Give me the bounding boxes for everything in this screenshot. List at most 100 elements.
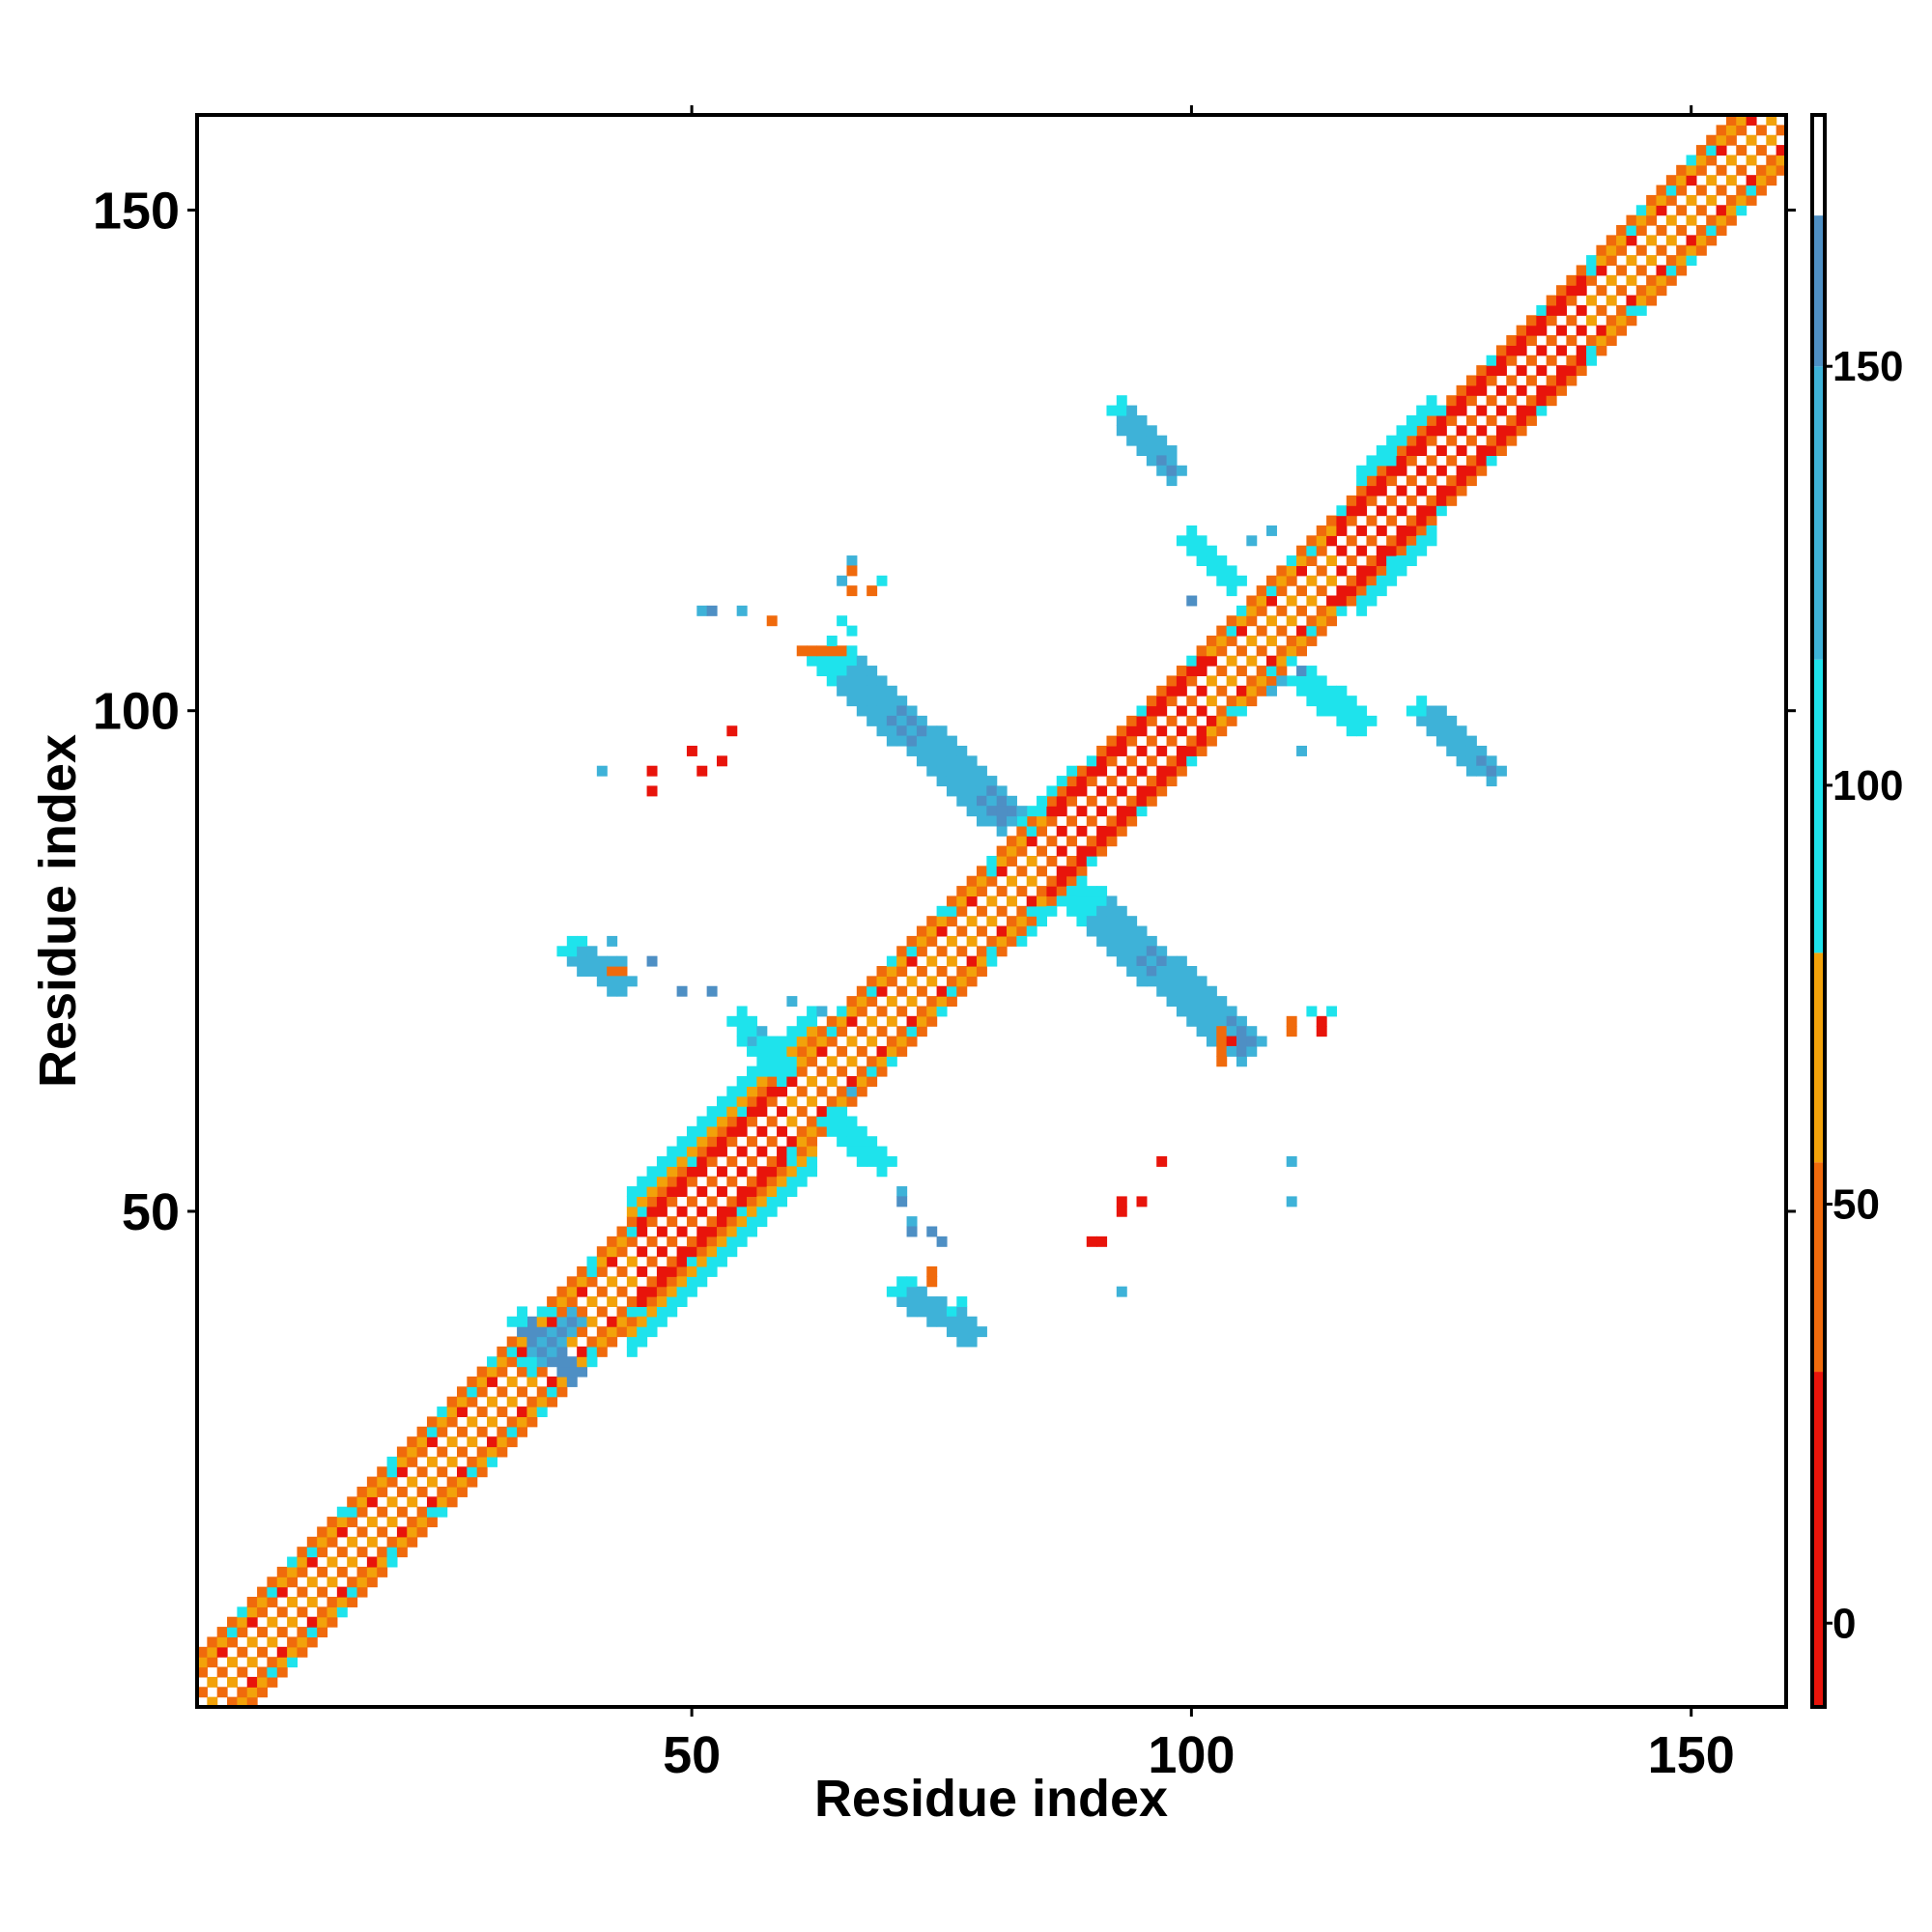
- heatmap-cell: [416, 1446, 428, 1458]
- heatmap-cell: [356, 1496, 368, 1508]
- heatmap-cell: [696, 1146, 708, 1157]
- heatmap-cell: [327, 1577, 338, 1588]
- heatmap-cell: [1686, 255, 1697, 267]
- heatmap-cell: [1326, 535, 1338, 547]
- heatmap-cell: [586, 1356, 598, 1368]
- heatmap-cell: [1356, 575, 1368, 586]
- heatmap-cell: [1386, 455, 1398, 467]
- heatmap-cell: [1206, 545, 1217, 556]
- heatmap-cell: [956, 985, 968, 997]
- heatmap-cell: [637, 1326, 648, 1338]
- heatmap-cell: [1116, 806, 1127, 817]
- heatmap-cell: [536, 1336, 548, 1348]
- heatmap-cell: [1096, 845, 1108, 857]
- heatmap-cell: [1266, 575, 1277, 586]
- heatmap-cell: [1676, 255, 1688, 267]
- heatmap-cell: [297, 1547, 308, 1558]
- heatmap-cell: [407, 1517, 418, 1528]
- heatmap-cell: [1656, 244, 1667, 256]
- heatmap-cell: [547, 1356, 558, 1368]
- heatmap-cell: [1356, 725, 1368, 737]
- heatmap-cell: [287, 1556, 298, 1568]
- heatmap-cell: [1416, 715, 1428, 726]
- heatmap-cell: [1416, 535, 1428, 547]
- heatmap-cell: [766, 1036, 778, 1047]
- heatmap-cell: [986, 785, 998, 797]
- heatmap-cell: [456, 1406, 468, 1418]
- heatmap-cell: [676, 1155, 688, 1167]
- heatmap-cell: [786, 1146, 798, 1157]
- heatmap-cell: [1376, 475, 1387, 487]
- heatmap-cell: [446, 1456, 458, 1467]
- heatmap-cell: [1096, 755, 1108, 767]
- heatmap-cell: [276, 1627, 288, 1638]
- heatmap-cell: [1086, 765, 1097, 777]
- heatmap-cell: [1706, 145, 1718, 156]
- heatmap-cell: [246, 1696, 258, 1708]
- heatmap-cell: [416, 1436, 428, 1448]
- heatmap-cell: [1286, 615, 1297, 627]
- heatmap-cell: [276, 1646, 288, 1658]
- heatmap-cell: [1136, 705, 1148, 717]
- heatmap-cell: [1586, 255, 1598, 267]
- heatmap-cell: [456, 1446, 468, 1458]
- heatmap-cell: [896, 955, 908, 967]
- heatmap-cell: [1456, 425, 1467, 437]
- heatmap-cell: [1316, 685, 1327, 696]
- heatmap-cell: [876, 1045, 888, 1057]
- heatmap-cell: [377, 1476, 388, 1488]
- heatmap-cell: [686, 745, 697, 756]
- heatmap-cell: [756, 1086, 768, 1097]
- heatmap-cell: [646, 1166, 658, 1178]
- heatmap-cell: [796, 1125, 808, 1137]
- heatmap-cell: [1546, 304, 1557, 316]
- heatmap-cell: [1186, 675, 1198, 687]
- heatmap-cell: [1446, 475, 1458, 487]
- heatmap-cell: [1206, 1006, 1217, 1017]
- heatmap-cell: [777, 1186, 788, 1197]
- heatmap-cell: [706, 1265, 718, 1277]
- heatmap-cell: [1176, 675, 1187, 687]
- heatmap-cell: [1037, 905, 1048, 917]
- heatmap-cell: [676, 1296, 688, 1307]
- heatmap-cell: [1136, 785, 1148, 797]
- heatmap-cell: [936, 916, 948, 927]
- heatmap-cell: [926, 725, 938, 737]
- heatmap-cell: [1316, 1026, 1327, 1037]
- heatmap-cell: [1556, 285, 1567, 297]
- heatmap-cell: [246, 1657, 258, 1668]
- heatmap-cell: [886, 1036, 897, 1047]
- heatmap-cell: [327, 1596, 338, 1607]
- heatmap-cell: [976, 946, 987, 957]
- heatmap-cell: [646, 785, 658, 797]
- heatmap-cell: [1037, 845, 1048, 857]
- heatmap-cell: [1776, 155, 1787, 166]
- heatmap-cell: [1176, 666, 1187, 677]
- heatmap-cell: [1286, 555, 1297, 567]
- heatmap-cell: [1296, 675, 1307, 687]
- heatmap-cell: [1695, 185, 1707, 196]
- heatmap-cell: [1246, 675, 1258, 687]
- heatmap-cell: [826, 675, 838, 687]
- heatmap-cell: [386, 1476, 398, 1488]
- heatmap-cell: [336, 1526, 348, 1538]
- heatmap-cell: [1546, 295, 1557, 306]
- heatmap-cell: [267, 1616, 278, 1628]
- heatmap-cell: [1356, 565, 1368, 577]
- heatmap-cell: [1256, 625, 1267, 637]
- heatmap-cell: [1146, 795, 1157, 807]
- heatmap-cell: [706, 1176, 718, 1187]
- heatmap-cell: [1016, 815, 1028, 827]
- heatmap-cell: [1516, 414, 1527, 426]
- heatmap-cell: [1506, 435, 1518, 446]
- heatmap-cell: [1196, 655, 1208, 667]
- heatmap-cell: [976, 815, 987, 827]
- heatmap-cell: [347, 1556, 358, 1568]
- heatmap-cell: [796, 1106, 808, 1118]
- heatmap-cell: [1426, 715, 1437, 726]
- heatmap-cell: [626, 1306, 638, 1318]
- heatmap-cell: [1106, 905, 1118, 917]
- heatmap-cell: [956, 785, 968, 797]
- heatmap-cell: [476, 1426, 488, 1437]
- colorbar-tick-label: 100: [1833, 762, 1903, 810]
